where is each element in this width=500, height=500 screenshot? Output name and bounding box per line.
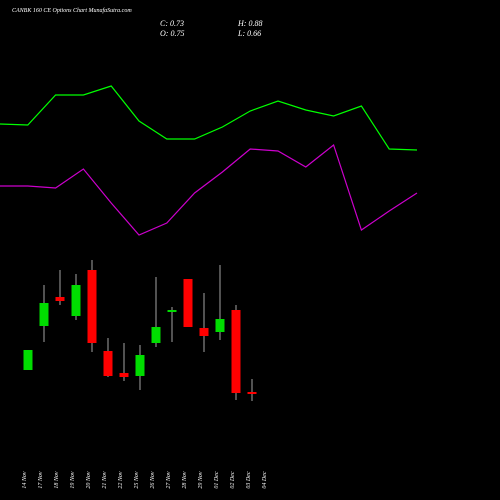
- x-tick-label: 04 Dec: [261, 471, 268, 488]
- x-tick-label: 17 Nov: [38, 471, 44, 489]
- ohlc-text: H: 0.88: [237, 19, 262, 28]
- candle-body: [71, 285, 81, 316]
- candle-body: [151, 327, 161, 343]
- candle-body: [55, 297, 65, 301]
- x-tick-label: 27 Nov: [166, 471, 172, 489]
- candle-body: [103, 351, 113, 376]
- x-tick-label: 28 Nov: [182, 471, 188, 489]
- x-tick-label: 29 Nov: [198, 471, 204, 489]
- x-tick-label: 19 Nov: [70, 471, 76, 489]
- candle-body: [231, 310, 241, 393]
- x-tick-label: 25 Nov: [134, 471, 140, 489]
- x-tick-label: 26 Nov: [150, 471, 156, 489]
- x-tick-label: 14 Nov: [21, 471, 28, 489]
- x-tick-label: 21 Nov: [102, 471, 108, 489]
- candle-body: [215, 319, 225, 332]
- x-tick-label: 02 Dec: [230, 471, 236, 488]
- ohlc-text: O: 0.75: [160, 29, 184, 38]
- candle-body: [135, 355, 145, 376]
- candle-body: [167, 310, 177, 312]
- candle-body: [183, 279, 193, 327]
- x-tick-label: 01 Dec: [214, 471, 220, 488]
- candle-body: [119, 373, 129, 377]
- candle-body: [247, 392, 257, 394]
- ohlc-text: C: 0.73: [160, 19, 184, 28]
- indicator-line: [0, 143, 418, 236]
- ohlc-text: L: 0.66: [237, 29, 261, 38]
- indicator-line: [0, 85, 418, 151]
- candle-body: [39, 303, 49, 326]
- candle-body: [199, 328, 209, 336]
- x-tick-label: 18 Nov: [54, 471, 60, 489]
- x-tick-label: 03 Dec: [246, 471, 252, 488]
- candle-body: [23, 350, 33, 370]
- x-tick-label: 20 Nov: [86, 471, 92, 489]
- candle-body: [87, 270, 97, 343]
- x-tick-label: 22 Nov: [118, 471, 124, 489]
- chart-title: CANBK 160 CE Options Chart MunafaSutra.c…: [12, 7, 132, 14]
